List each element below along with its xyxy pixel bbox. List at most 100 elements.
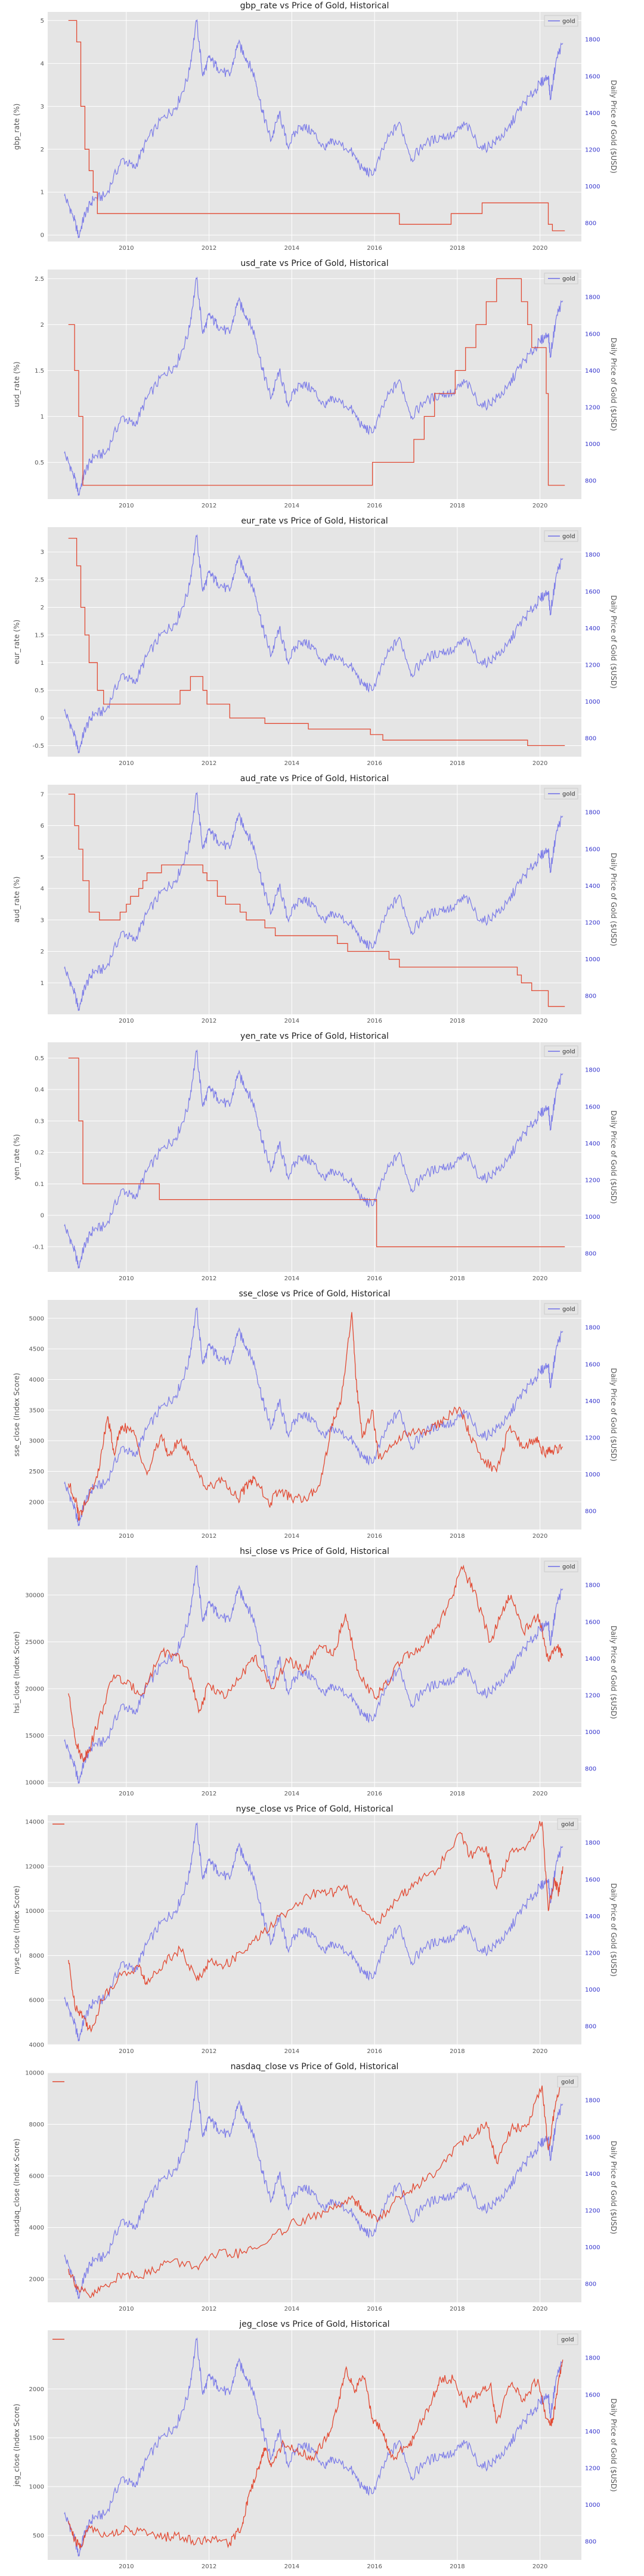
x-tick-label: 2020	[532, 1533, 547, 1540]
y-tick-label: 3500	[29, 1407, 44, 1414]
gold-price-line	[64, 534, 564, 754]
y-tick-label: 3	[41, 549, 44, 556]
x-tick-label: 2010	[119, 245, 134, 252]
x-tick-label: 2020	[532, 245, 547, 252]
x-tick-label: 2010	[119, 1791, 134, 1797]
y-tick-label: 4000	[29, 2225, 44, 2231]
gold-price-line	[64, 1564, 564, 1784]
y-tick-label: 2.5	[35, 276, 44, 283]
x-tick-label: 2010	[119, 2048, 134, 2055]
y-axis-label: gbp_rate (%)	[13, 104, 21, 150]
y-axis-label: nasdaq_close (Index Score)	[13, 2138, 21, 2236]
right-y-tick-label: 1400	[585, 1656, 600, 1662]
x-tick-label: 2016	[367, 2048, 382, 2055]
x-tick-label: 2014	[284, 1533, 299, 1540]
x-tick-label: 2016	[367, 1018, 382, 1024]
right-y-tick-label: 1400	[585, 626, 600, 632]
right-y-tick-label: 800	[585, 1509, 596, 1515]
legend-label: gold	[562, 276, 575, 283]
plot-area	[48, 1558, 581, 1787]
y-tick-label: 500	[33, 2533, 44, 2540]
right-y-tick-label: 1200	[585, 1435, 600, 1442]
right-y-axis-label: Daily Price of Gold ($USD)	[609, 80, 618, 174]
y-tick-label: 0	[41, 1213, 44, 1219]
x-tick-label: 2014	[284, 1018, 299, 1024]
x-tick-label: 2012	[202, 2048, 216, 2055]
plot-area	[48, 1815, 581, 2045]
y-tick-label: 14000	[25, 1819, 44, 1826]
y-tick-label: 0.3	[35, 1118, 44, 1125]
right-y-tick-label: 1000	[585, 1214, 600, 1221]
legend-box	[557, 2333, 578, 2345]
y-tick-label: -0.1	[32, 1244, 44, 1250]
right-y-tick-label: 800	[585, 2539, 596, 2546]
right-y-tick-label: 1200	[585, 147, 600, 154]
right-y-axis-label: Daily Price of Gold ($USD)	[609, 2398, 618, 2492]
x-tick-label: 2018	[450, 2048, 465, 2055]
x-tick-label: 2010	[119, 760, 134, 767]
right-y-tick-label: 1000	[585, 1729, 600, 1736]
x-tick-label: 2012	[202, 1533, 216, 1540]
y-tick-label: 10000	[25, 1908, 44, 1915]
y-tick-label: 5000	[29, 1315, 44, 1322]
right-y-tick-label: 1000	[585, 2502, 600, 2509]
chart-panel-7: 2010 2012 2014 2016 2018 2020 10000 15000 20000 2…	[13, 1547, 618, 1797]
y-tick-label: 1000	[29, 2484, 44, 2491]
right-y-tick-label: 800	[585, 1766, 596, 1773]
y-tick-label: 4000	[29, 1377, 44, 1383]
x-tick-label: 2018	[450, 2306, 465, 2312]
right-y-tick-label: 1600	[585, 1619, 600, 1626]
y-tick-label: 30000	[25, 1592, 44, 1599]
right-y-tick-label: 1800	[585, 37, 600, 44]
right-y-tick-label: 1800	[585, 1840, 600, 1847]
y-tick-label: 6000	[29, 1998, 44, 2004]
x-tick-label: 2016	[367, 1791, 382, 1797]
right-y-tick-label: 1600	[585, 1361, 600, 1368]
gold-price-line	[64, 1822, 564, 2042]
legend-label: gold	[561, 1822, 574, 1828]
y-tick-label: 1	[41, 660, 44, 667]
y-tick-label: 8000	[29, 1953, 44, 1959]
right-y-axis-label: Daily Price of Gold ($USD)	[609, 595, 618, 689]
legend-label: gold	[562, 1049, 575, 1055]
y-axis-label: aud_rate (%)	[13, 877, 21, 923]
y-axis-label: nyse_close (Index Score)	[13, 1885, 21, 1974]
right-y-tick-label: 1200	[585, 920, 600, 927]
gold-price-line	[64, 2079, 564, 2299]
x-tick-label: 2012	[202, 1791, 216, 1797]
x-tick-label: 2012	[202, 245, 216, 252]
y-tick-label: 1	[41, 190, 44, 196]
series-line	[68, 1820, 564, 2033]
plot-area	[48, 1042, 581, 1272]
right-y-axis-label: Daily Price of Gold ($USD)	[609, 1626, 618, 1719]
right-y-tick-label: 1000	[585, 1472, 600, 1478]
right-y-tick-label: 1200	[585, 662, 600, 669]
y-tick-label: 2000	[29, 2277, 44, 2283]
chart-title: yen_rate vs Price of Gold, Historical	[240, 1032, 389, 1041]
chart-title: nyse_close vs Price of Gold, Historical	[236, 1804, 394, 1814]
x-tick-label: 2012	[202, 503, 216, 509]
legend-label: gold	[562, 1564, 575, 1571]
x-tick-label: 2010	[119, 503, 134, 509]
right-y-tick-label: 1800	[585, 1583, 600, 1589]
y-tick-label: 2	[41, 949, 44, 955]
right-y-tick-label: 800	[585, 221, 596, 227]
right-y-tick-label: 1400	[585, 2429, 600, 2435]
x-tick-label: 2020	[532, 2563, 547, 2570]
y-tick-label: 2.5	[35, 577, 44, 584]
right-y-tick-label: 1600	[585, 331, 600, 338]
right-y-tick-label: 1400	[585, 110, 600, 117]
legend-box	[557, 1818, 578, 1830]
y-tick-label: 0.5	[35, 1055, 44, 1062]
y-tick-label: 4500	[29, 1346, 44, 1353]
chart-panel-2: 2010 2012 2014 2016 2018 2020 0.5 1 1.5 2 2.5 800 10…	[13, 259, 618, 509]
right-y-tick-label: 1800	[585, 1067, 600, 1074]
plot-area	[48, 1300, 581, 1530]
y-axis-label: hsi_close (Index Score)	[13, 1631, 21, 1714]
x-tick-label: 2018	[450, 245, 465, 252]
x-tick-label: 2012	[202, 2563, 216, 2570]
x-tick-label: 2014	[284, 503, 299, 509]
y-tick-label: 6	[41, 823, 44, 829]
y-tick-label: 6000	[29, 2174, 44, 2180]
chart-panel-8: 2010 2012 2014 2016 2018 2020 4000 6000 8000 1000…	[13, 1804, 618, 2055]
